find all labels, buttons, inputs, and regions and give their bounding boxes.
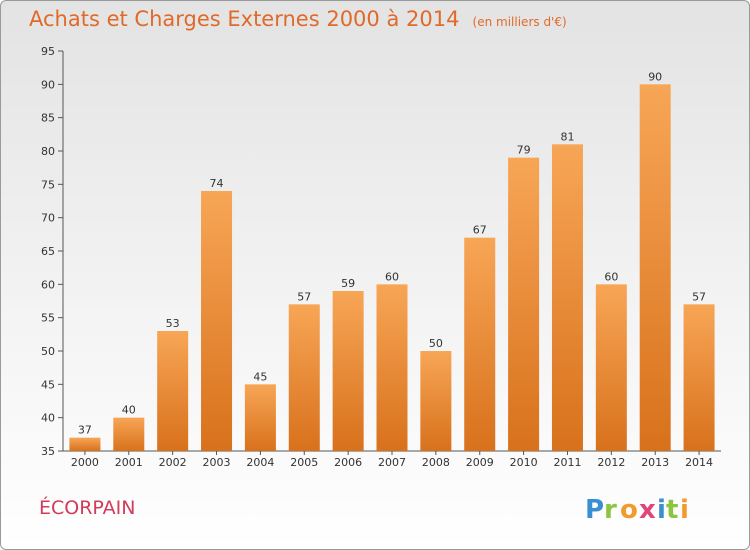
bar	[639, 84, 671, 451]
bar	[551, 144, 583, 452]
bar-value-label: 60	[385, 270, 399, 283]
bar	[683, 304, 715, 451]
y-tick-label: 90	[41, 78, 55, 91]
x-tick-label: 2007	[378, 456, 406, 469]
bar-value-label: 67	[473, 224, 487, 237]
bar-value-label: 57	[297, 290, 311, 303]
y-tick-label: 80	[41, 145, 55, 158]
bar-value-label: 79	[517, 144, 531, 157]
chart-title-main: Achats et Charges Externes 2000 à 2014	[29, 7, 460, 31]
bar-value-label: 57	[692, 290, 706, 303]
chart-title: Achats et Charges Externes 2000 à 2014 (…	[29, 7, 567, 31]
x-tick-label: 2010	[510, 456, 538, 469]
x-tick-label: 2006	[334, 456, 362, 469]
x-tick-label: 2013	[641, 456, 669, 469]
x-tick-label: 2000	[71, 456, 99, 469]
bar-value-label: 81	[560, 130, 574, 143]
bar	[332, 291, 364, 451]
svg-text:x: x	[639, 495, 656, 525]
y-tick-label: 35	[41, 445, 55, 458]
bar	[595, 284, 627, 451]
svg-text:t: t	[666, 495, 678, 525]
proxiti-logo: P r o x i t i	[583, 493, 693, 529]
bar-value-label: 40	[122, 404, 136, 417]
x-tick-label: 2005	[290, 456, 318, 469]
bar	[244, 384, 276, 451]
bar	[69, 437, 101, 451]
bar-value-label: 53	[166, 317, 180, 330]
bar	[464, 237, 496, 451]
y-tick-label: 65	[41, 245, 55, 258]
x-tick-label: 2001	[115, 456, 143, 469]
bar-value-label: 74	[210, 177, 224, 190]
svg-text:i: i	[657, 495, 666, 525]
bar	[508, 157, 540, 451]
y-tick-label: 50	[41, 345, 55, 358]
y-tick-label: 55	[41, 312, 55, 325]
bar	[376, 284, 408, 451]
bar	[288, 304, 320, 451]
svg-text:P: P	[585, 495, 604, 525]
bar	[201, 191, 233, 451]
x-tick-label: 2004	[246, 456, 274, 469]
y-tick-label: 40	[41, 412, 55, 425]
bar-value-label: 37	[78, 424, 92, 437]
x-tick-label: 2014	[685, 456, 713, 469]
bar-value-label: 50	[429, 337, 443, 350]
bar-value-label: 45	[253, 370, 267, 383]
bar	[420, 351, 452, 451]
x-tick-label: 2009	[466, 456, 494, 469]
bar-value-label: 60	[604, 270, 618, 283]
y-tick-label: 60	[41, 278, 55, 291]
x-tick-label: 2002	[159, 456, 187, 469]
y-tick-label: 75	[41, 178, 55, 191]
y-tick-label: 45	[41, 378, 55, 391]
svg-text:i: i	[680, 495, 689, 525]
bar	[157, 331, 189, 451]
x-tick-label: 2012	[597, 456, 625, 469]
bar-value-label: 59	[341, 277, 355, 290]
x-tick-label: 2011	[553, 456, 581, 469]
svg-text:o: o	[620, 495, 638, 525]
commune-name: ÉCORPAIN	[39, 497, 136, 519]
y-tick-label: 70	[41, 212, 55, 225]
chart-title-unit: (en milliers d'€)	[472, 15, 567, 29]
x-tick-label: 2008	[422, 456, 450, 469]
svg-text:r: r	[604, 495, 617, 525]
bar-value-label: 90	[648, 70, 662, 83]
y-tick-label: 95	[41, 45, 55, 58]
bar	[113, 417, 145, 451]
x-tick-label: 2003	[203, 456, 231, 469]
y-tick-label: 85	[41, 112, 55, 125]
